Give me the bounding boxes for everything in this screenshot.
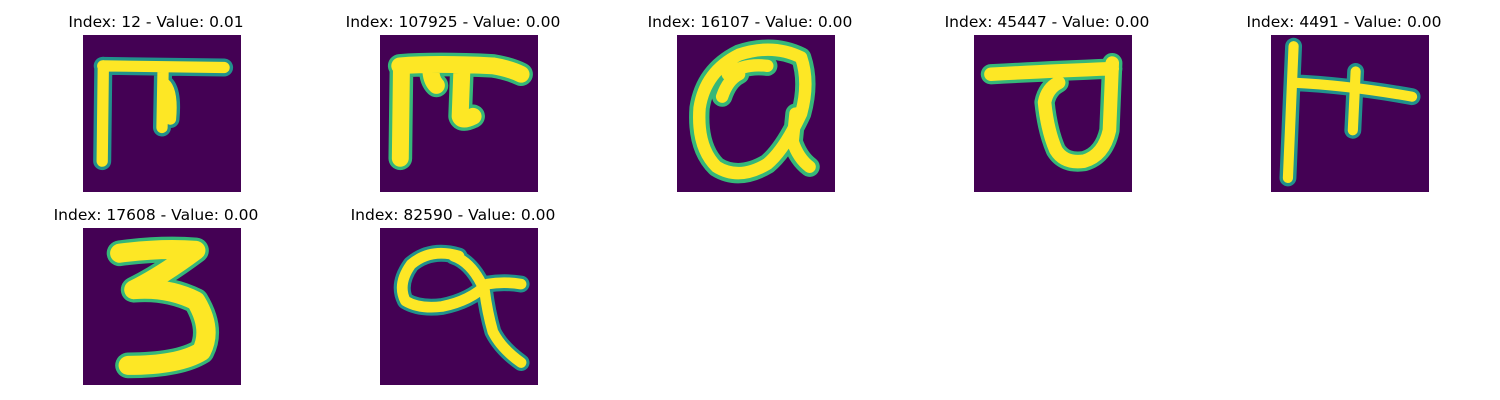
digit-image xyxy=(1271,35,1429,192)
panel-title: Index: 4491 - Value: 0.00 xyxy=(1194,12,1494,32)
digit-image xyxy=(677,35,835,192)
digit-image xyxy=(83,35,241,192)
panel-title: Index: 12 - Value: 0.01 xyxy=(6,12,306,32)
panel-title: Index: 107925 - Value: 0.00 xyxy=(303,12,603,32)
panel-title: Index: 17608 - Value: 0.00 xyxy=(6,205,306,225)
digit-image xyxy=(380,35,538,192)
panel-title: Index: 82590 - Value: 0.00 xyxy=(303,205,603,225)
panel-title: Index: 45447 - Value: 0.00 xyxy=(897,12,1197,32)
digit-image xyxy=(380,228,538,385)
digit-image xyxy=(974,35,1132,192)
panel-title: Index: 16107 - Value: 0.00 xyxy=(600,12,900,32)
digit-image xyxy=(83,228,241,385)
